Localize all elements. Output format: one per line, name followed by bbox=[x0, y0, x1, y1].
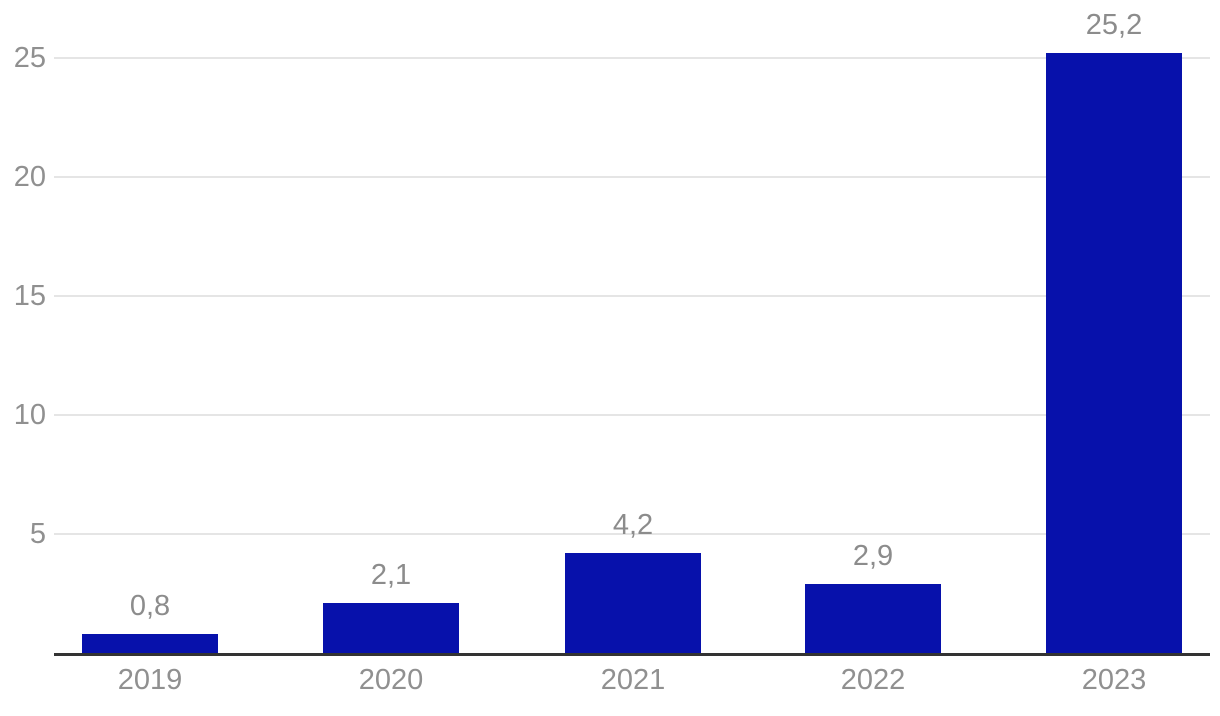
bar bbox=[1046, 53, 1182, 653]
bar-value-label: 4,2 bbox=[612, 509, 654, 541]
x-axis-tick-label: 2021 bbox=[600, 664, 666, 696]
bar-value-label: 2,9 bbox=[852, 540, 894, 572]
y-axis-tick-label: 10 bbox=[13, 399, 46, 431]
gridline bbox=[54, 176, 1210, 178]
x-axis-tick-label: 2019 bbox=[117, 664, 183, 696]
x-axis-tick-label: 2023 bbox=[1081, 664, 1147, 696]
gridline bbox=[54, 414, 1210, 416]
y-axis-tick-label: 25 bbox=[13, 42, 46, 74]
gridline bbox=[54, 57, 1210, 59]
bar bbox=[82, 634, 218, 653]
gridline bbox=[54, 295, 1210, 297]
y-axis-tick-label: 20 bbox=[13, 161, 46, 193]
bar bbox=[565, 553, 701, 653]
bar-value-label: 2,1 bbox=[370, 559, 412, 591]
y-axis-tick-label: 5 bbox=[29, 518, 46, 550]
x-axis-line bbox=[54, 653, 1210, 656]
y-axis-tick-label: 15 bbox=[13, 280, 46, 312]
bar bbox=[323, 603, 459, 653]
x-axis-tick-label: 2022 bbox=[840, 664, 906, 696]
bar-value-label: 0,8 bbox=[129, 590, 171, 622]
bar-value-label: 25,2 bbox=[1085, 9, 1143, 41]
gridline bbox=[54, 533, 1210, 535]
bar bbox=[805, 584, 941, 653]
x-axis-tick-label: 2020 bbox=[358, 664, 424, 696]
